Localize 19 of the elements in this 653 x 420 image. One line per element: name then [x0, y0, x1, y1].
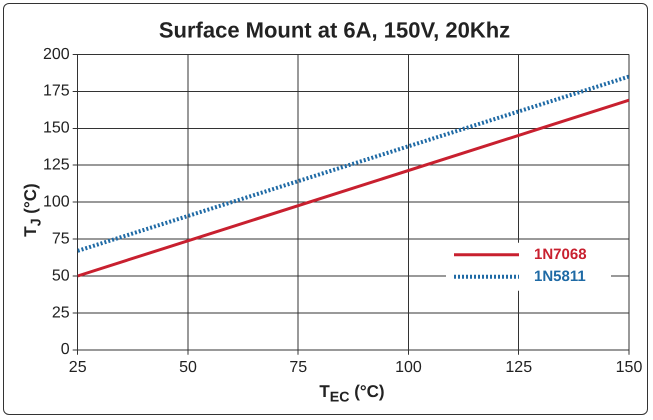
y-tick-label: 125 [42, 156, 70, 174]
y-tick-label: 75 [52, 230, 70, 248]
x-tick-label: 25 [68, 358, 87, 376]
y-tick-label: 0 [60, 341, 70, 358]
x-tick-label: 50 [179, 358, 197, 376]
x-tick-label: 125 [505, 358, 532, 376]
legend-label: 1N5811 [534, 268, 586, 285]
y-tick-label: 175 [42, 82, 70, 100]
y-tick-label: 150 [42, 120, 70, 137]
legend-label: 1N7068 [534, 246, 587, 263]
y-tick-label: 50 [52, 267, 70, 284]
y-tick-label: 100 [42, 194, 70, 211]
chart-title: Surface Mount at 6A, 150V, 20Khz [158, 17, 510, 42]
x-tick-label: 150 [616, 358, 642, 376]
y-tick-label: 25 [52, 304, 70, 322]
x-tick-label: 75 [289, 358, 308, 376]
y-tick-label: 200 [42, 46, 70, 63]
x-tick-label: 100 [395, 358, 422, 376]
x-axis-title: T$_{EC}$ (°C) [319, 382, 385, 406]
